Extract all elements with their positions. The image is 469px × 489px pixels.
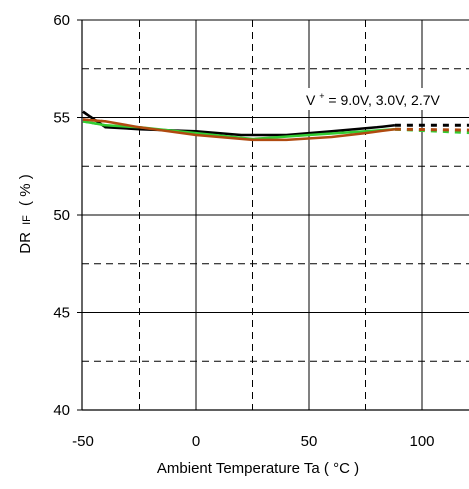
x-tick-label: -50 [72, 433, 94, 450]
y-tick-label: 55 [53, 110, 70, 127]
annotation-superscript: + [319, 91, 324, 101]
series-2-line [82, 118, 396, 142]
y-tick-label: 50 [53, 207, 70, 224]
series-0-line [82, 110, 396, 137]
series-1-line [82, 120, 395, 141]
y-axis-label-sub: IF [21, 215, 33, 225]
x-tick-label: 100 [409, 433, 434, 450]
series-2-dashed-end [394, 127, 469, 132]
y-axis-label: DR IF ( % ) [17, 174, 34, 253]
y-axis-label-unit: ( % ) [17, 174, 34, 206]
x-tick-label: 50 [301, 433, 318, 450]
tick-labels: -50 0 50 100 40 45 50 55 60 [53, 12, 434, 450]
annotation-background [304, 88, 468, 110]
axes [77, 19, 469, 411]
y-tick-label: 40 [53, 402, 70, 419]
annotation-voltage: V + = 9.0V, 3.0V, 2.7V [306, 86, 441, 108]
x-tick-label: 0 [192, 433, 200, 450]
y-axis-label-main: DR [17, 232, 34, 254]
series-layer [82, 110, 469, 142]
annotation-prefix: V [306, 92, 316, 108]
y-tick-label: 45 [53, 305, 70, 322]
y-tick-label: 60 [53, 12, 70, 29]
annotation-text: = 9.0V, 3.0V, 2.7V [328, 92, 440, 108]
x-axis-label: Ambient Temperature Ta ( °C ) [157, 460, 359, 477]
grid [82, 20, 469, 410]
